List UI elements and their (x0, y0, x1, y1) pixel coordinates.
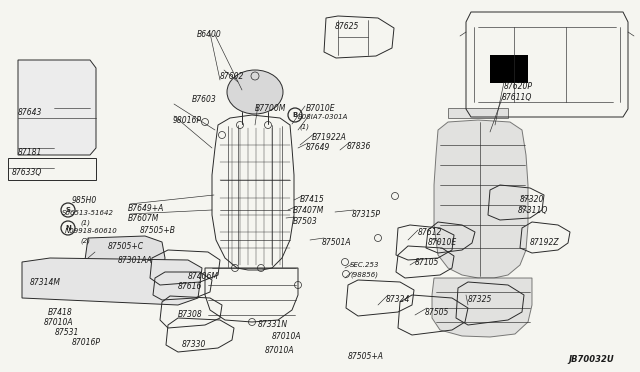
Text: 87301AA: 87301AA (118, 256, 153, 265)
Text: 87611Q: 87611Q (502, 93, 532, 102)
Text: 87649: 87649 (306, 143, 330, 152)
Text: 87616: 87616 (178, 282, 202, 291)
Text: B: B (292, 112, 298, 118)
Text: S: S (65, 207, 70, 213)
Text: 87505: 87505 (425, 308, 449, 317)
Polygon shape (434, 120, 528, 278)
Text: JB70032U: JB70032U (568, 355, 614, 364)
Text: 87320: 87320 (520, 195, 545, 204)
Text: B7700M: B7700M (255, 104, 286, 113)
Text: 985H0: 985H0 (72, 196, 97, 205)
Text: 87181: 87181 (18, 148, 42, 157)
Text: B7607M: B7607M (128, 214, 159, 223)
Text: (1): (1) (299, 124, 309, 131)
Text: N09918-60610: N09918-60610 (65, 228, 118, 234)
Text: B7308: B7308 (178, 310, 203, 319)
Text: 87836: 87836 (347, 142, 371, 151)
Text: 87010A: 87010A (44, 318, 74, 327)
Bar (490, 55, 528, 83)
Text: (1): (1) (80, 220, 90, 227)
Polygon shape (448, 108, 508, 118)
Text: B08IA7-0301A: B08IA7-0301A (298, 114, 348, 120)
Text: 87531: 87531 (55, 328, 79, 337)
Ellipse shape (227, 70, 283, 114)
Text: N: N (65, 225, 71, 231)
Text: B7407M: B7407M (293, 206, 324, 215)
Text: 87406M: 87406M (188, 272, 219, 281)
Text: 87331N: 87331N (258, 320, 288, 329)
Text: (2): (2) (80, 238, 90, 244)
Text: 87325: 87325 (468, 295, 492, 304)
Text: B7503: B7503 (293, 217, 317, 226)
Text: 87602: 87602 (220, 72, 244, 81)
Polygon shape (432, 278, 532, 337)
Text: 87330: 87330 (182, 340, 206, 349)
Text: B7415: B7415 (300, 195, 324, 204)
Text: 87612: 87612 (418, 228, 442, 237)
Text: B7603: B7603 (192, 95, 217, 104)
Polygon shape (18, 60, 96, 155)
Text: B7418: B7418 (48, 308, 73, 317)
Text: 87324: 87324 (386, 295, 410, 304)
Text: (98856): (98856) (350, 272, 378, 279)
Text: B6400: B6400 (197, 30, 221, 39)
Text: 87192Z: 87192Z (530, 238, 559, 247)
Text: 87010A: 87010A (265, 346, 294, 355)
Text: 87643: 87643 (18, 108, 42, 117)
Text: 87620P: 87620P (504, 82, 533, 91)
Text: 87105: 87105 (415, 258, 440, 267)
Text: 87505+B: 87505+B (140, 226, 176, 235)
Text: 87010A: 87010A (272, 332, 301, 341)
Text: B71922A: B71922A (312, 133, 347, 142)
Text: 87314M: 87314M (30, 278, 61, 287)
Text: 87311Q: 87311Q (518, 206, 548, 215)
Text: 87315P: 87315P (352, 210, 381, 219)
Text: 87633Q: 87633Q (12, 168, 42, 177)
Text: 98016P: 98016P (173, 116, 202, 125)
Text: B7649+A: B7649+A (128, 204, 164, 213)
Text: 87501A: 87501A (322, 238, 351, 247)
Text: 87625: 87625 (335, 22, 360, 31)
Text: 87010E: 87010E (428, 238, 457, 247)
Text: 87016P: 87016P (72, 338, 101, 347)
Text: 87505+C: 87505+C (108, 242, 144, 251)
Polygon shape (85, 236, 165, 282)
Polygon shape (22, 258, 202, 305)
Text: S06513-51642: S06513-51642 (62, 210, 114, 216)
Text: SEC.253: SEC.253 (350, 262, 380, 268)
Text: B7010E: B7010E (306, 104, 335, 113)
Text: 87505+A: 87505+A (348, 352, 384, 361)
